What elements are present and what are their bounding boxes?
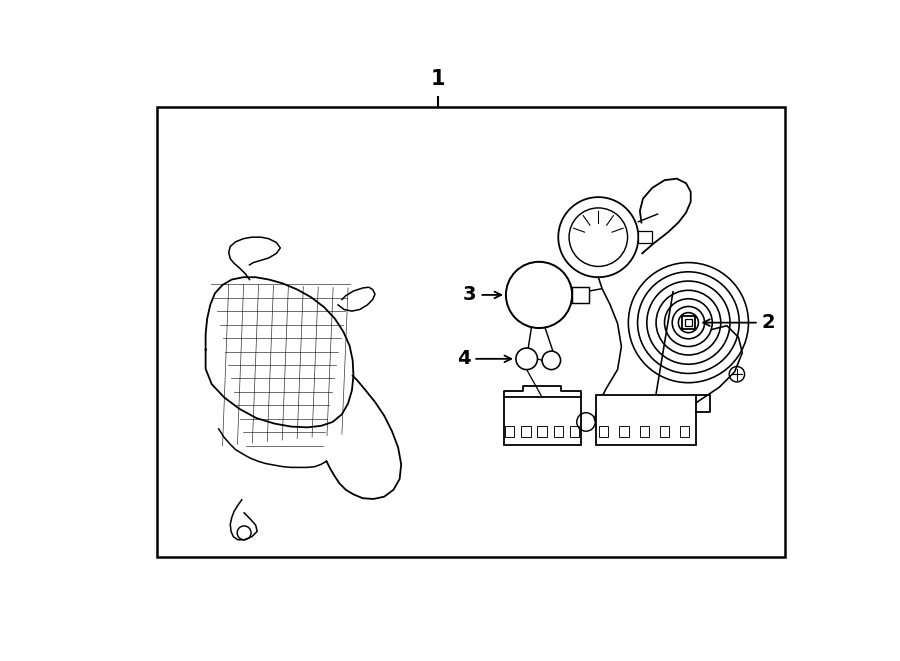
- Bar: [640, 426, 649, 438]
- Bar: [619, 426, 628, 438]
- Text: 2: 2: [703, 313, 775, 332]
- Text: 4: 4: [457, 349, 511, 368]
- Bar: [572, 288, 590, 303]
- Bar: [638, 231, 652, 243]
- Bar: [504, 397, 580, 445]
- Bar: [682, 317, 695, 329]
- Bar: [685, 319, 692, 327]
- Bar: [680, 426, 689, 438]
- Bar: [537, 426, 546, 438]
- Circle shape: [516, 348, 537, 369]
- Bar: [521, 426, 530, 438]
- Text: 3: 3: [464, 286, 501, 305]
- Text: 1: 1: [431, 69, 446, 89]
- Circle shape: [542, 351, 561, 369]
- Bar: [554, 426, 562, 438]
- Bar: [505, 426, 515, 438]
- Bar: [596, 395, 696, 445]
- Bar: [599, 426, 608, 438]
- Circle shape: [506, 262, 572, 328]
- Bar: [660, 426, 669, 438]
- Bar: [158, 107, 785, 557]
- Bar: [570, 426, 579, 438]
- Circle shape: [558, 197, 638, 277]
